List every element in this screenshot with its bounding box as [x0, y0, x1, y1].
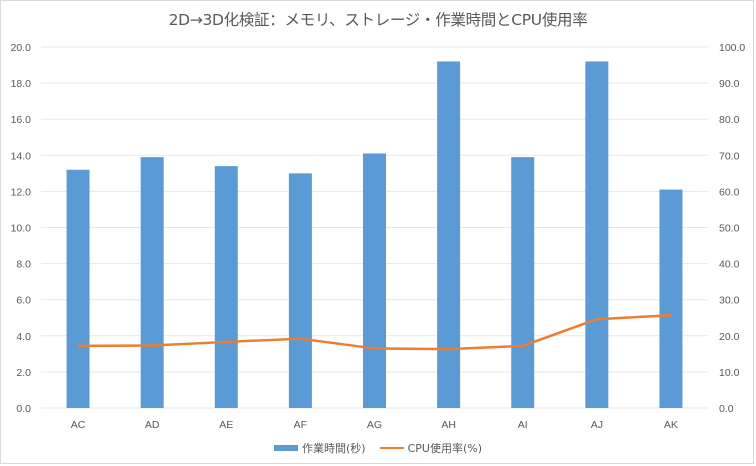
left-tick-label: 0.0	[16, 403, 31, 415]
bar-AJ[interactable]	[585, 61, 609, 408]
bar-AD[interactable]	[140, 157, 164, 408]
right-axis-ticks: 0.0 10.0 20.0 30.0 40.0 50.0 60.0 70.0 80.0 90.0 1…	[719, 42, 745, 415]
right-tick-label: 50.0	[719, 223, 740, 235]
right-tick-label: 60.0	[719, 186, 740, 198]
legend-item-line[interactable]: CPU使用率(%)	[379, 440, 482, 456]
right-tick-label: 90.0	[719, 78, 740, 90]
legend-line-swatch	[379, 447, 404, 449]
x-tick-label: AC	[71, 419, 86, 431]
left-tick-label: 20.0	[11, 42, 32, 54]
left-axis-ticks: 0.0 2.0 4.0 6.0 8.0 10.0 12.0 14.0 16.0 18.0 20.0	[11, 42, 32, 415]
legend-label-bar: 作業時間(秒)	[302, 442, 366, 455]
left-tick-label: 2.0	[16, 367, 31, 379]
left-tick-label: 16.0	[11, 114, 32, 126]
right-tick-label: 100.0	[719, 42, 745, 54]
legend-bar-swatch	[274, 445, 298, 451]
right-tick-label: 30.0	[719, 295, 740, 307]
legend: 作業時間(秒) CPU使用率(%)	[0, 440, 756, 456]
right-tick-label: 40.0	[719, 259, 740, 271]
left-tick-label: 8.0	[16, 259, 31, 271]
chart-title: 2D→3D化検証：メモリ、ストレージ・作業時間とCPU使用率	[168, 11, 588, 29]
bar-AG[interactable]	[363, 153, 386, 408]
right-tick-label: 80.0	[719, 114, 740, 126]
bar-AK[interactable]	[659, 189, 683, 408]
bar-AF[interactable]	[288, 173, 312, 408]
x-tick-label: AI	[518, 419, 528, 431]
right-tick-label: 0.0	[719, 403, 734, 415]
left-tick-label: 10.0	[11, 223, 32, 235]
x-tick-label: AJ	[591, 419, 603, 431]
legend-label-line: CPU使用率(%)	[407, 442, 482, 455]
bar-series	[66, 61, 683, 408]
bar-AE[interactable]	[214, 166, 238, 408]
left-tick-label: 14.0	[11, 150, 32, 162]
x-tick-label: AG	[367, 419, 382, 431]
bar-AI[interactable]	[511, 157, 535, 408]
bar-AC[interactable]	[66, 169, 90, 408]
left-tick-label: 12.0	[11, 186, 32, 198]
left-tick-label: 4.0	[16, 331, 31, 343]
left-tick-label: 6.0	[16, 295, 31, 307]
right-tick-label: 20.0	[719, 331, 740, 343]
x-tick-label: AF	[294, 419, 307, 431]
x-tick-label: AH	[441, 419, 456, 431]
left-tick-label: 18.0	[11, 78, 32, 90]
right-tick-label: 10.0	[719, 367, 740, 379]
legend-item-bar[interactable]: 作業時間(秒)	[274, 440, 366, 456]
line-series	[78, 313, 672, 351]
right-tick-label: 70.0	[719, 150, 740, 162]
x-tick-label: AK	[664, 419, 678, 431]
x-tick-label: AE	[219, 419, 233, 431]
x-axis-labels: AC AD AE AF AG AH AI AJ AK	[71, 419, 678, 431]
x-tick-label: AD	[145, 419, 160, 431]
bar-AH[interactable]	[437, 61, 461, 408]
